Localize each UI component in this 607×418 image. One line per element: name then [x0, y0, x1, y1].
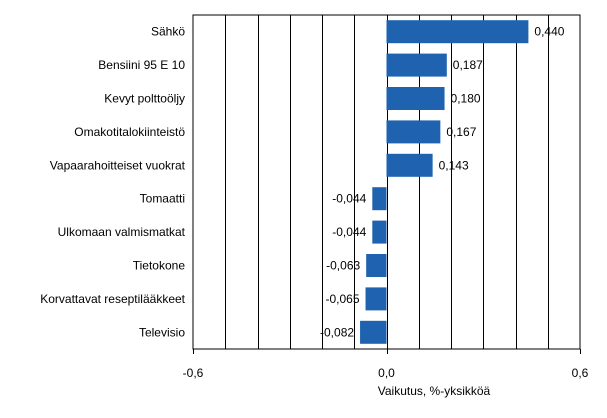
bar: [366, 254, 387, 277]
x-tick-label: 0,6: [572, 366, 589, 380]
category-label: Tomaatti: [140, 192, 185, 206]
bar: [386, 87, 445, 110]
bar: [386, 153, 433, 177]
bars: [360, 20, 529, 344]
data-label: 0,143: [439, 158, 469, 172]
bar: [360, 320, 387, 344]
category-label: Televisio: [139, 325, 185, 339]
data-label: 0,180: [451, 92, 481, 106]
plot-frame: [192, 14, 581, 350]
category-label: Tietokone: [133, 259, 186, 273]
data-label: -0,044: [332, 192, 366, 206]
category-label: Ulkomaan valmismatkat: [58, 225, 186, 239]
bar: [372, 220, 387, 244]
x-axis-ticks: -0,6 0,0 0,6: [183, 349, 589, 380]
bar: [386, 120, 441, 144]
category-label: Kevyt polttoöljy: [104, 92, 185, 106]
data-label: 0,187: [453, 58, 483, 72]
data-label: 0,440: [534, 25, 564, 39]
category-label: Bensiini 95 E 10: [98, 58, 185, 72]
data-label: -0,065: [326, 292, 360, 306]
category-label: Korvattavat reseptilääkkeet: [40, 292, 185, 306]
data-label: 0,167: [446, 125, 476, 139]
data-label: -0,063: [326, 259, 360, 273]
category-labels: Sähkö Bensiini 95 E 10 Kevyt polttoöljy Oma…: [40, 25, 185, 340]
value-labels: 0,440 0,187 0,180 0,167 0,143 -0,044 -0,044 -0,…: [320, 25, 565, 340]
data-label: -0,044: [332, 225, 366, 239]
bar: [365, 287, 387, 311]
bar: [386, 20, 529, 44]
category-label: Vapaarahoitteiset vuokrat: [50, 158, 186, 172]
x-tick-label: -0,6: [183, 366, 204, 380]
x-tick-label: 0,0: [378, 366, 395, 380]
bar: [372, 187, 387, 211]
x-axis-title: Vaikutus, %-yksikköä: [378, 384, 491, 398]
category-label: Omakotitalokiinteistö: [74, 125, 185, 139]
data-label: -0,082: [320, 325, 354, 339]
category-label: Sähkö: [151, 25, 185, 39]
bar: [386, 53, 447, 77]
